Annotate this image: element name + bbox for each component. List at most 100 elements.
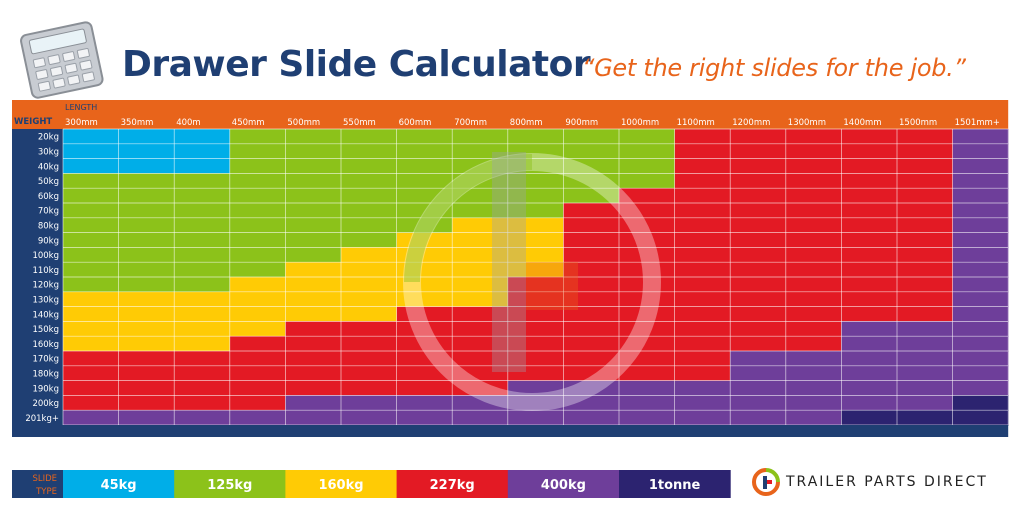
heatmap-cell (174, 143, 231, 160)
heatmap-cell (229, 336, 286, 352)
heatmap-cell (341, 262, 398, 278)
heatmap-cell (674, 262, 731, 278)
heatmap-cell (396, 410, 453, 426)
heatmap-cell (785, 365, 842, 382)
heatmap-cell (563, 203, 620, 219)
heatmap-cell (341, 351, 398, 367)
heatmap-cell (63, 217, 120, 234)
heatmap-cell (285, 158, 342, 174)
heatmap-cell (674, 291, 731, 308)
heatmap-cell (897, 173, 954, 189)
heatmap-cell (229, 410, 286, 426)
heatmap-cell (396, 158, 453, 174)
heatmap-cell (285, 380, 342, 396)
heatmap-cell (63, 143, 120, 160)
heatmap-cell (452, 129, 509, 145)
heatmap-cell (841, 247, 898, 263)
heatmap-cell (785, 380, 842, 396)
heatmap-cell (841, 232, 898, 248)
heatmap-cell (452, 173, 509, 189)
x-tick-label: 700mm (454, 118, 487, 128)
heatmap-cell (785, 188, 842, 204)
heatmap-cell (174, 217, 231, 234)
heatmap-cell (952, 143, 1009, 160)
watermark-logo-bar (492, 152, 526, 372)
heatmap-cell (619, 247, 676, 263)
x-tick-label: 1400mm (843, 118, 881, 128)
y-tick-label: 20kg (38, 133, 59, 143)
page-title: Drawer Slide Calculator (122, 44, 591, 85)
heatmap-cell (563, 143, 620, 160)
heatmap-cell (341, 247, 398, 263)
heatmap-cell (285, 321, 342, 337)
heatmap-cell (619, 217, 676, 234)
heatmap-cell (841, 306, 898, 322)
heatmap-cell (563, 188, 620, 204)
heatmap-cell (229, 188, 286, 204)
heatmap-cell (452, 143, 509, 160)
heatmap-cell (118, 321, 175, 337)
heatmap-cell (841, 173, 898, 189)
heatmap-cell (952, 129, 1009, 145)
heatmap-cell (674, 365, 731, 382)
watermark-logo-ring (403, 153, 661, 411)
heatmap-cell (952, 247, 1009, 263)
heatmap-cell (396, 395, 453, 411)
legend-entry-label: 227kg (430, 478, 475, 493)
heatmap-cell (785, 173, 842, 189)
heatmap-cell (507, 203, 564, 219)
legend-swatch (174, 470, 286, 498)
heatmap-cell (785, 232, 842, 248)
heatmap-cell (841, 143, 898, 160)
heatmap-cell (118, 247, 175, 263)
y-tick-label: 90kg (38, 236, 59, 246)
heatmap-cell (174, 262, 231, 278)
heatmap-cell (674, 380, 731, 396)
legend-swatch (63, 470, 175, 498)
x-tick-label: 1200mm (732, 118, 770, 128)
heatmap-cell (730, 247, 787, 263)
heatmap-cell (229, 217, 286, 234)
heatmap-cell (619, 321, 676, 337)
heatmap-cell (452, 351, 509, 367)
heatmap-cell (341, 395, 398, 411)
heatmap-cell (841, 410, 898, 426)
heatmap-cell (396, 217, 453, 234)
legend-swatch (619, 470, 731, 498)
heatmap-cell (730, 188, 787, 204)
x-tick-label: 900mm (565, 118, 598, 128)
heatmap-cell (730, 410, 787, 426)
heatmap-cell (285, 277, 342, 293)
heatmap-cell (63, 380, 120, 396)
heatmap-cell (730, 217, 787, 234)
heatmap-cell (229, 158, 286, 174)
heatmap-cell (952, 321, 1009, 337)
heatmap-cell (63, 188, 120, 204)
heatmap-cell (229, 129, 286, 145)
heatmap-cell (285, 217, 342, 234)
heatmap-cell (507, 188, 564, 204)
heatmap-cell (285, 306, 342, 322)
y-tick-label: 200kg (32, 399, 59, 409)
heatmap-cell (452, 262, 509, 278)
heatmap-cell (897, 321, 954, 337)
heatmap-cell (452, 306, 509, 322)
heatmap-cell (730, 365, 787, 382)
heatmap-cell (174, 247, 231, 263)
heatmap-cell (63, 247, 120, 263)
heatmap-cell (563, 336, 620, 352)
y-tick-label: 170kg (32, 355, 59, 365)
heatmap-cell (118, 129, 175, 145)
heatmap-cell (396, 188, 453, 204)
x-tick-label: 1500mm (899, 118, 937, 128)
heatmap-cell (452, 410, 509, 426)
heatmap-cell (63, 158, 120, 174)
heatmap-cell (897, 129, 954, 145)
heatmap-cell (563, 173, 620, 189)
heatmap-cell (63, 277, 120, 293)
heatmap-cell (341, 203, 398, 219)
heatmap-cell (174, 129, 231, 145)
heatmap-cell (229, 291, 286, 308)
heatmap-cell (619, 306, 676, 322)
y-axis-label: WEIGHT (14, 117, 52, 127)
